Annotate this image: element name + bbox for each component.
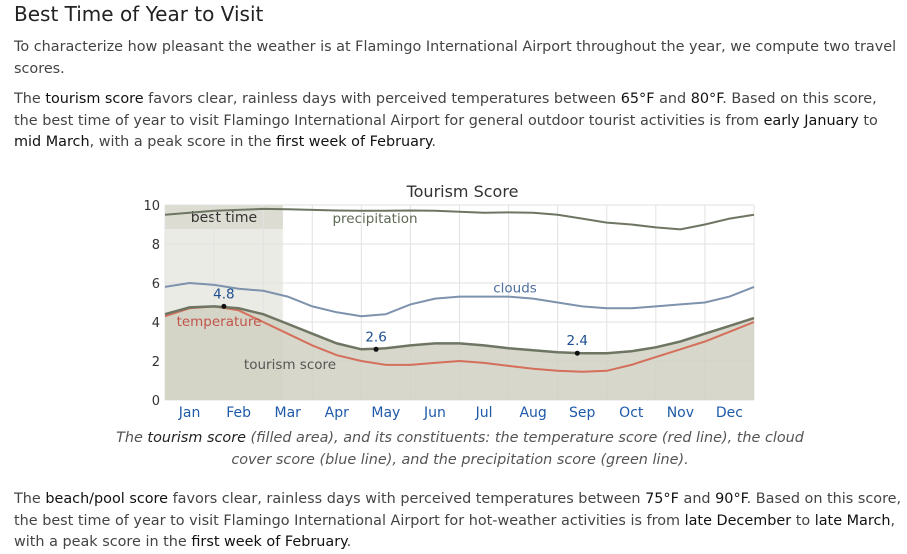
annotation-dot <box>574 350 580 356</box>
y-tick-label: 8 <box>152 238 160 253</box>
section-heading: Best Time of Year to Visit <box>14 2 264 26</box>
tourism-score-label: tourism score <box>244 357 336 373</box>
x-month-label: May <box>371 405 400 421</box>
annotation-label: 4.8 <box>213 286 234 302</box>
x-month-label: Apr <box>325 405 349 421</box>
x-month-label: Feb <box>226 405 251 421</box>
annotation-label: 2.6 <box>365 329 386 345</box>
y-tick-label: 0 <box>152 394 160 409</box>
y-tick-label: 4 <box>152 316 160 331</box>
precipitation-line <box>164 207 755 231</box>
y-tick-label: 6 <box>152 277 160 292</box>
annotation-label: 2.4 <box>567 333 588 349</box>
y-tick-label: 10 <box>143 199 160 214</box>
best-time-label: best time <box>191 210 257 226</box>
clouds-line <box>164 281 755 318</box>
beach-score-link[interactable]: beach/pool score <box>45 491 169 507</box>
precipitation-label: precipitation <box>332 211 417 227</box>
chart-title: Tourism Score <box>406 182 519 201</box>
tourism-score-link[interactable]: tourism score <box>45 91 144 107</box>
x-month-label: Oct <box>619 405 644 421</box>
chart-caption: The tourism score (filled area), and its… <box>116 430 804 468</box>
tourism-score-area <box>165 306 754 400</box>
x-month-label: Sep <box>569 405 596 421</box>
tourism-score-line <box>164 305 755 355</box>
beach-paragraph: The beach/pool score favors clear, rainl… <box>14 491 902 550</box>
x-month-label: Jun <box>423 405 446 421</box>
annotation-dot <box>221 303 227 309</box>
y-tick-label: 2 <box>152 355 160 370</box>
intro-paragraph: To characterize how pleasant the weather… <box>14 39 897 77</box>
x-month-label: Jul <box>475 405 493 421</box>
x-month-label: Mar <box>274 405 301 421</box>
x-month-label: Jan <box>178 405 201 421</box>
tourism-paragraph: The tourism score favors clear, rainless… <box>14 91 878 150</box>
temperature-line <box>164 305 755 373</box>
temperature-label: temperature <box>177 314 262 330</box>
x-month-label: Nov <box>667 405 694 421</box>
clouds-label: clouds <box>493 281 537 297</box>
x-month-label: Aug <box>519 405 546 421</box>
annotation-dot <box>373 346 379 352</box>
x-month-label: Dec <box>716 405 743 421</box>
tourism-score-chart: best time Tourism Score 0 2 4 6 8 10 Jan Feb Mar Ap… <box>0 172 907 462</box>
